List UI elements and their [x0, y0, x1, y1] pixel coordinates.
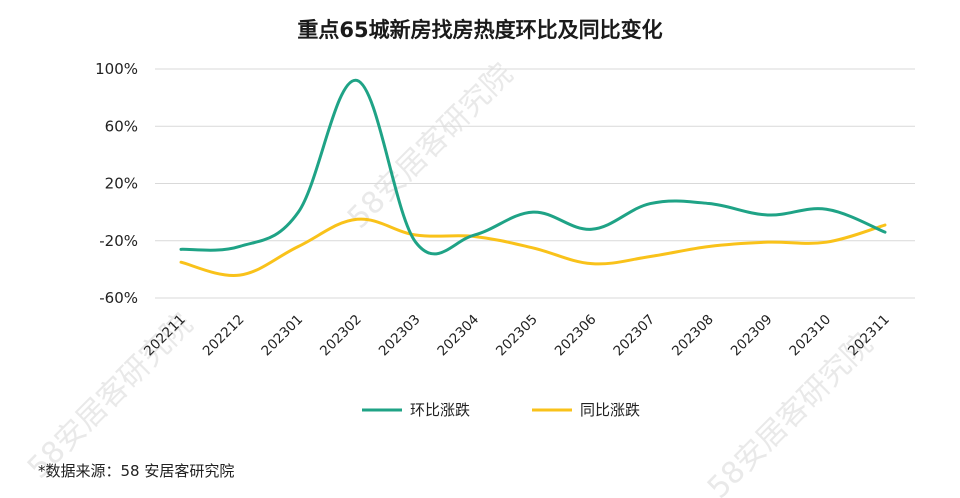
legend-label: 环比涨跌 [410, 401, 470, 419]
x-tick-label: 202303 [376, 312, 424, 360]
series-line [179, 217, 887, 277]
x-tick-label: 202307 [610, 312, 658, 360]
x-tick-label: 202306 [552, 312, 600, 360]
legend-label: 同比涨跌 [580, 401, 640, 419]
x-tick-label: 202309 [728, 312, 776, 360]
x-tick-label: 202305 [493, 312, 541, 360]
series-lines [179, 78, 887, 277]
x-tick-label: 202301 [258, 312, 306, 360]
x-tick-label: 202212 [200, 312, 248, 360]
series-line [179, 78, 887, 256]
y-tick-label: -20% [99, 232, 138, 250]
source-note: *数据来源：58 安居客研究院 [38, 462, 235, 480]
y-axis-ticks: 100% 60% 20% -20% -60% [95, 60, 138, 307]
legend: 环比涨跌 同比涨跌 [362, 401, 640, 419]
x-tick-label: 202308 [669, 312, 717, 360]
y-tick-label: 100% [95, 60, 138, 78]
x-axis-ticks: 202211 202212 202301 202302 202303 202304 2023… [141, 312, 893, 360]
y-tick-label: -60% [99, 289, 138, 307]
x-tick-label: 202302 [317, 312, 365, 360]
chart-title: 重点65城新房找房热度环比及同比变化 [297, 18, 663, 42]
x-tick-label: 202304 [434, 312, 482, 360]
watermark-text: 58安居客研究院 [341, 57, 520, 236]
y-tick-label: 60% [105, 117, 138, 135]
gridlines [155, 68, 915, 299]
x-tick-label: 202310 [786, 312, 834, 360]
y-tick-label: 20% [105, 175, 138, 193]
